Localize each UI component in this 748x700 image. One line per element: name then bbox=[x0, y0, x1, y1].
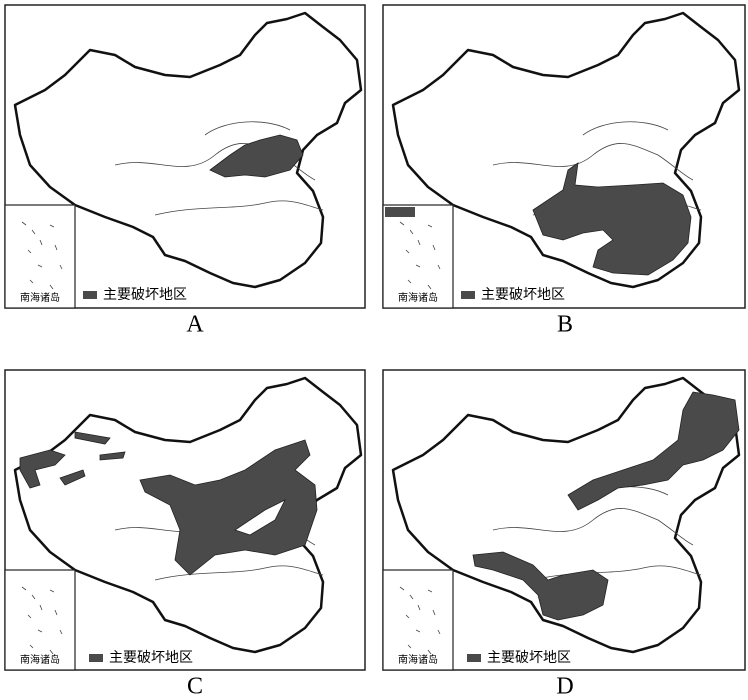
panel: 南海诸岛 主要破坏地区 bbox=[4, 369, 366, 671]
inset-label: 南海诸岛 bbox=[398, 291, 438, 304]
inset-map bbox=[382, 204, 454, 309]
legend-label: 主要破坏地区 bbox=[109, 650, 193, 666]
legend-label: 主要破坏地区 bbox=[487, 650, 571, 666]
panel: 南海诸岛 主要破坏地区 bbox=[382, 369, 746, 671]
inset-map bbox=[4, 204, 76, 309]
inset-label: 南海诸岛 bbox=[20, 653, 60, 666]
panel-label: D bbox=[556, 674, 573, 700]
damaged-area bbox=[59, 431, 126, 486]
legend-swatch bbox=[461, 291, 475, 299]
inset-label: 南海诸岛 bbox=[20, 291, 60, 304]
legend-swatch bbox=[89, 654, 103, 662]
legend-swatch bbox=[83, 291, 97, 299]
legend-label: 主要破坏地区 bbox=[481, 287, 565, 303]
panel-label: B bbox=[557, 312, 573, 338]
panel: 南海诸岛 主要破坏地区 bbox=[4, 4, 366, 309]
damaged-area bbox=[567, 391, 740, 511]
damaged-area bbox=[19, 449, 66, 489]
legend-label: 主要破坏地区 bbox=[103, 287, 187, 303]
panel-label: C bbox=[187, 674, 203, 700]
damaged-area bbox=[385, 207, 415, 217]
unaffected-area bbox=[234, 499, 286, 536]
damaged-area bbox=[139, 439, 318, 576]
panel: 南海诸岛 主要破坏地区 bbox=[382, 4, 746, 309]
inset-label: 南海诸岛 bbox=[398, 653, 438, 666]
inset-map bbox=[382, 569, 454, 671]
legend-swatch bbox=[467, 654, 481, 662]
damaged-area bbox=[209, 134, 304, 178]
panel-label: A bbox=[186, 312, 204, 338]
inset-map bbox=[4, 569, 76, 671]
damaged-area bbox=[532, 162, 692, 276]
damaged-area bbox=[472, 551, 609, 621]
